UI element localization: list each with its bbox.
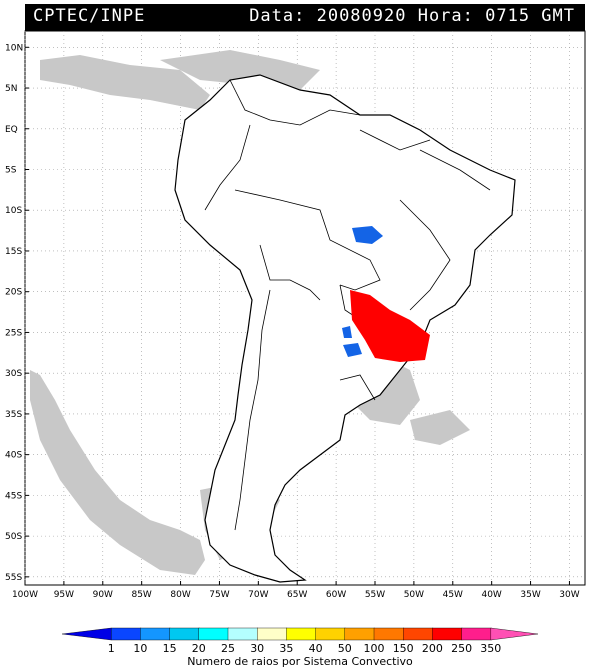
- storm-red-parana: [350, 290, 430, 362]
- storm-blue-goias: [352, 226, 383, 244]
- border-brazil-states: [399, 199, 451, 311]
- lat-label: 5S: [5, 166, 17, 176]
- legend-label: 200: [421, 642, 443, 655]
- cloud-pacific-south: [30, 370, 205, 575]
- lon-label: 40W: [481, 590, 501, 600]
- lat-label: 35S: [5, 410, 22, 420]
- lat-label: 55S: [5, 573, 22, 583]
- legend-swatch: [490, 627, 539, 641]
- lon-label: 95W: [54, 590, 74, 600]
- lon-label: 45W: [443, 590, 463, 600]
- border-guyanas: [359, 129, 431, 151]
- legend-swatch: [403, 627, 434, 641]
- border-bolivia-chile: [259, 244, 321, 301]
- header-bar: CPTEC/INPE Data: 20080920 Hora: 0715 GMT: [25, 4, 585, 31]
- legend-label: 20: [191, 642, 206, 655]
- border-uruguay: [339, 374, 376, 401]
- lat-label: 10S: [5, 206, 22, 216]
- legend-swatch: [286, 627, 317, 641]
- lon-label: 90W: [93, 590, 113, 600]
- legend-swatch: [169, 627, 200, 641]
- legend-swatch: [461, 627, 492, 641]
- border-brazil-peru-bolivia: [234, 189, 381, 291]
- legend-label: 25: [221, 642, 235, 655]
- legend-label: 10: [133, 642, 148, 655]
- lat-label: 50S: [5, 532, 22, 542]
- lat-label: 40S: [5, 451, 22, 461]
- lon-label: 85W: [131, 590, 151, 600]
- legend-swatch: [198, 627, 229, 641]
- legend-label: 1: [107, 642, 115, 655]
- legend-label: 250: [451, 642, 473, 655]
- country-borders: [204, 79, 491, 531]
- legend-swatch: [257, 627, 288, 641]
- legend-swatch: [373, 627, 404, 641]
- legend-swatch: [140, 627, 171, 641]
- border-colombia-peru: [204, 124, 251, 211]
- lat-label: EQ: [5, 125, 18, 135]
- lat-label: 20S: [5, 288, 22, 298]
- storm-blue-southwest: [343, 343, 362, 357]
- legend-swatch: [110, 627, 142, 641]
- legend-label: 15: [162, 642, 177, 655]
- border-chile-argentina: [234, 289, 271, 531]
- legend-swatch: [432, 627, 463, 641]
- legend-label: 50: [337, 642, 352, 655]
- border-venezuela-colombia: [229, 79, 361, 126]
- legend-label: 40: [308, 642, 323, 655]
- cloud-caribbean: [160, 50, 320, 90]
- convective-systems: [342, 226, 430, 362]
- legend-label: 350: [480, 642, 502, 655]
- lat-label: 5N: [5, 84, 17, 94]
- header-datetime: Data: 20080920 Hora: 0715 GMT: [249, 6, 575, 26]
- lat-label: 25S: [5, 328, 22, 338]
- legend-label: 30: [250, 642, 265, 655]
- legend-title: Numero de raios por Sistema Convectivo: [187, 655, 413, 668]
- cloud-north-pacific: [40, 55, 210, 110]
- legend-colorbar: [61, 627, 539, 641]
- lon-label: 35W: [520, 590, 540, 600]
- header-source: CPTEC/INPE: [33, 6, 146, 26]
- cloud-atlantic-patch: [410, 410, 470, 445]
- lon-label: 80W: [170, 590, 190, 600]
- legend-swatch: [344, 627, 375, 641]
- legend-label: 150: [392, 642, 414, 655]
- legend-label: 35: [279, 642, 294, 655]
- lat-label: 30S: [5, 369, 22, 379]
- lon-label: 70W: [248, 590, 268, 600]
- lon-label: 30W: [559, 590, 579, 600]
- lon-label: 50W: [404, 590, 424, 600]
- latitude-labels: 10N 5N EQ 5S 10S 15S 20S 25S 30S 35S 40S 45S 50S 55S: [5, 43, 29, 583]
- storm-blue-small: [342, 326, 352, 338]
- longitude-labels: 100W 95W 90W 85W 80W 75W 70W 65W 60W 55W 50W 45W 40W…: [12, 581, 580, 600]
- lon-label: 65W: [287, 590, 307, 600]
- legend-swatch: [61, 627, 112, 641]
- lon-label: 60W: [326, 590, 346, 600]
- lat-label: 15S: [5, 247, 22, 257]
- lat-label: 45S: [5, 491, 22, 501]
- legend-label: 100: [363, 642, 385, 655]
- legend-swatch: [315, 627, 346, 641]
- border-brazil-northeast: [419, 149, 491, 191]
- lon-label: 75W: [209, 590, 229, 600]
- legend-swatch: [227, 627, 258, 641]
- lon-label: 100W: [12, 590, 38, 600]
- lat-label: 10N: [5, 43, 23, 53]
- lon-label: 55W: [365, 590, 385, 600]
